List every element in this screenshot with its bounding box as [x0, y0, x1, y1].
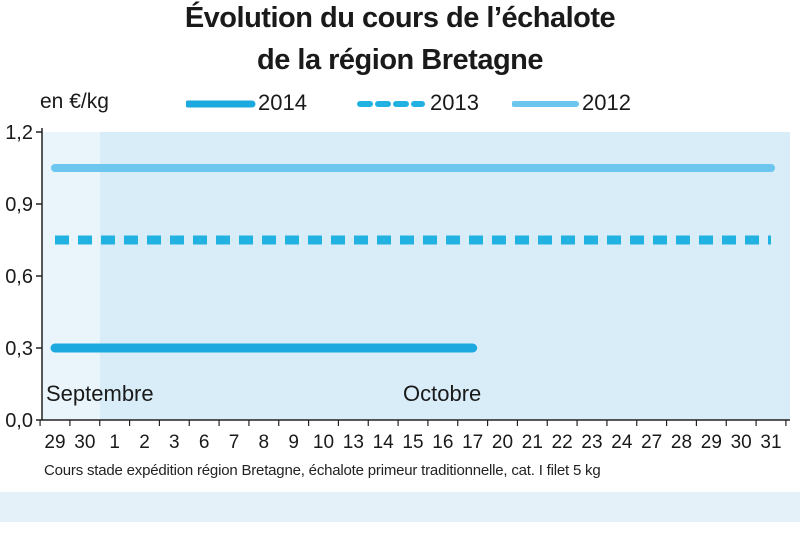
x-tick-label: 30: [74, 432, 95, 453]
legend-label-2013: 2013: [430, 90, 479, 115]
plot-background: [42, 132, 790, 420]
x-tick-label: 6: [199, 432, 210, 453]
x-tick-label: 17: [462, 432, 483, 453]
x-tick-label: 29: [701, 432, 722, 453]
x-tick-label: 27: [641, 432, 662, 453]
x-tick-label: 14: [373, 432, 395, 453]
x-tick-label: 10: [313, 432, 334, 453]
y-tick-label: 0,0: [5, 410, 33, 432]
plot-month-band: [42, 132, 100, 420]
x-tick-label: 1: [109, 432, 120, 453]
x-tick-label: 20: [492, 432, 513, 453]
y-tick-label: 0,9: [5, 194, 33, 216]
x-tick-label: 22: [552, 432, 573, 453]
x-axis: 29 30 1 2 3 6 7 8 9 10 13 14 15 16 17 20 21 22 23 24 27 28 29 3…: [39, 419, 790, 453]
legend-swatch-2013: [357, 101, 425, 107]
x-tick-label: 16: [432, 432, 453, 453]
month-label-octobre: Octobre: [403, 381, 481, 406]
legend-swatch-2012: [512, 101, 579, 107]
x-tick-label: 3: [169, 432, 180, 453]
chart-caption: Cours stade expédition région Bretagne, …: [44, 462, 601, 479]
legend-item-2012: 2012: [512, 90, 652, 118]
x-tick-label: 7: [229, 432, 240, 453]
y-axis: 0,0 0,3 0,6 0,9 1,2: [5, 122, 43, 432]
x-tick-label: 2: [139, 432, 150, 453]
x-tick-label: 30: [731, 432, 752, 453]
legend-item-2014: 2014: [186, 90, 326, 118]
y-axis-unit-label: en €/kg: [40, 90, 109, 113]
month-label-septembre: Septembre: [46, 381, 154, 406]
x-tick-label: 9: [288, 432, 299, 453]
y-tick-label: 0,3: [5, 338, 33, 360]
x-tick-label: 21: [522, 432, 543, 453]
x-tick-label: 31: [760, 432, 781, 453]
x-tick-label: 23: [581, 432, 602, 453]
chart-title: Évolution du cours de l’échalote: [184, 2, 616, 34]
bottom-band: [0, 492, 800, 522]
chart-subtitle: de la région Bretagne: [256, 44, 544, 76]
x-tick-label: 24: [611, 432, 633, 453]
y-tick-label: 0,6: [5, 266, 33, 288]
x-tick-label: 29: [44, 432, 65, 453]
y-tick-label: 1,2: [5, 122, 33, 144]
x-tick-label: 15: [402, 432, 423, 453]
legend-swatch-2014: [186, 100, 256, 108]
plot-area: 0,00,30,60,91,2 29 30 1 2 3 6 7 8 9 10 13 14 15 16 17 2…: [5, 122, 790, 453]
x-tick-label: 13: [343, 432, 364, 453]
legend-item-2013: 2013: [356, 90, 496, 118]
series-layer: [50, 164, 775, 353]
legend-label-2012: 2012: [582, 90, 631, 115]
x-tick-label: 8: [259, 432, 270, 453]
legend-label-2014: 2014: [258, 90, 307, 115]
x-tick-label: 28: [671, 432, 692, 453]
